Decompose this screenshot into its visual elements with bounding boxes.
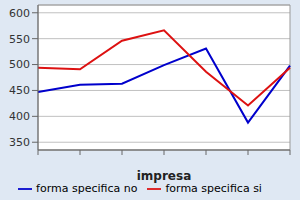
svg-text:350: 350	[9, 136, 30, 149]
svg-text:600: 600	[9, 7, 30, 20]
svg-text:impresa: impresa	[137, 169, 192, 183]
svg-text:450: 450	[9, 84, 30, 97]
svg-text:500: 500	[9, 58, 30, 71]
svg-text:550: 550	[9, 33, 30, 46]
html-text:forma specifica si: forma specifica si	[165, 182, 262, 195]
html-text:forma specifica no: forma specifica no	[36, 182, 138, 195]
svg-text:400: 400	[9, 110, 30, 123]
